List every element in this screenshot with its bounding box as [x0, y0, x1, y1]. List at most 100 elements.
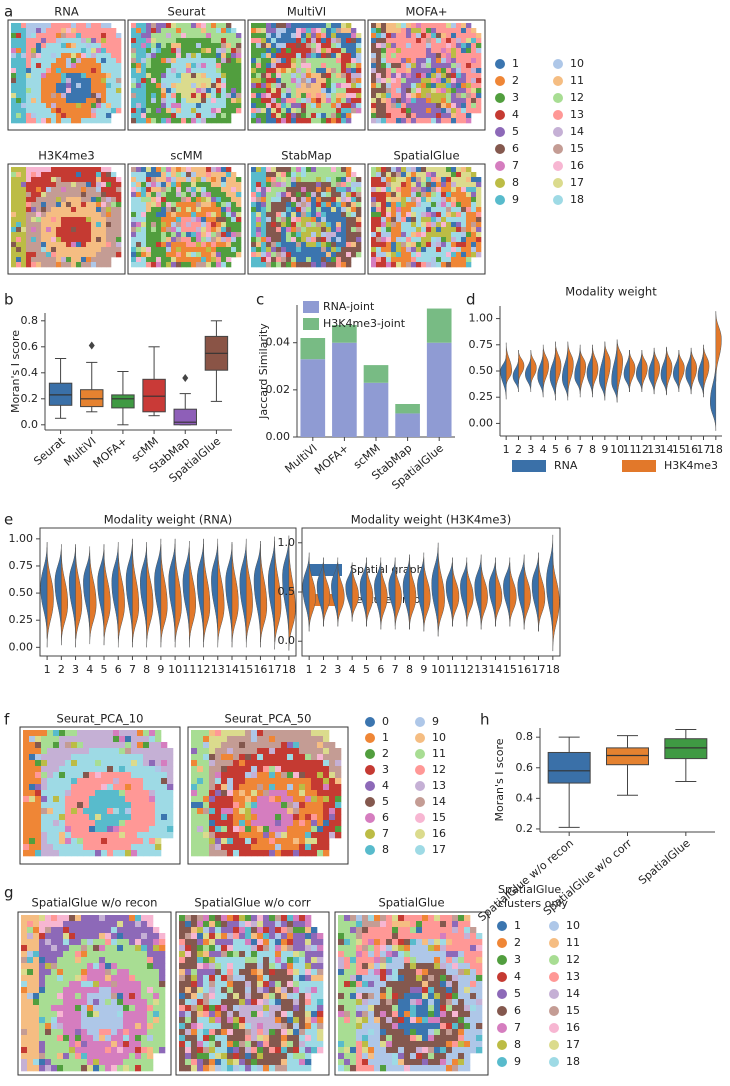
map-pixel — [36, 187, 42, 193]
map-pixel — [125, 730, 132, 737]
map-pixel — [131, 766, 138, 773]
map-pixel — [431, 73, 437, 79]
map-pixel — [76, 167, 82, 173]
map-pixel — [311, 118, 317, 124]
map-pixel — [261, 252, 267, 258]
map-pixel — [181, 177, 187, 183]
map-pixel — [95, 778, 102, 785]
map-pixel — [441, 172, 447, 178]
map-pixel — [376, 182, 382, 188]
map-pixel — [31, 43, 37, 49]
map-pixel — [271, 222, 277, 228]
map-pixel — [156, 202, 162, 208]
map-pixel — [35, 748, 42, 755]
map-pixel — [69, 981, 76, 988]
map-pixel — [461, 257, 467, 263]
map-pixel — [276, 58, 282, 64]
map-pixel — [321, 33, 327, 39]
map-pixel — [76, 58, 82, 64]
map-pixel — [386, 172, 392, 178]
map-pixel — [305, 772, 312, 779]
map-pixel — [137, 832, 144, 839]
map-pixel — [336, 257, 342, 263]
map-pixel — [411, 38, 417, 44]
map-pixel — [281, 778, 288, 785]
map-pixel — [81, 187, 87, 193]
map-pixel — [21, 915, 28, 922]
map-pixel — [91, 68, 97, 74]
map-pixel — [197, 796, 204, 803]
map-pixel — [341, 222, 347, 228]
map-pixel — [371, 212, 377, 218]
map-pixel — [51, 88, 57, 94]
map-pixel — [76, 247, 82, 253]
map-pixel — [391, 232, 397, 238]
map-pixel — [27, 987, 34, 994]
map-pixel — [161, 222, 167, 228]
map-pixel — [221, 197, 227, 203]
map-pixel — [101, 197, 107, 203]
map-pixel — [29, 760, 36, 767]
map-pixel — [316, 88, 322, 94]
map-pixel — [317, 790, 324, 797]
map-pixel — [466, 172, 472, 178]
map-pixel — [81, 48, 87, 54]
map-pixel — [11, 113, 17, 119]
map-pixel — [476, 43, 482, 49]
map-pixel — [106, 63, 112, 69]
map-pixel — [146, 68, 152, 74]
map-pixel — [156, 33, 162, 39]
map-pixel — [271, 197, 277, 203]
map-pixel — [186, 113, 192, 119]
map-pixel — [476, 93, 482, 99]
map-pixel — [286, 98, 292, 104]
map-pixel — [96, 182, 102, 188]
map-pixel — [256, 113, 262, 119]
map-pixel — [57, 1065, 64, 1072]
map-pixel — [215, 808, 222, 815]
map-pixel — [323, 736, 330, 743]
map-pixel — [161, 217, 167, 223]
map-pixel — [161, 187, 167, 193]
map-pixel — [431, 212, 437, 218]
map-pixel — [351, 172, 357, 178]
map-pixel — [131, 68, 137, 74]
map-pixel — [406, 98, 412, 104]
map-pixel — [131, 754, 138, 761]
map-pixel — [166, 232, 172, 238]
map-pixel — [176, 222, 182, 228]
map-pixel — [69, 999, 76, 1006]
map-pixel — [36, 262, 42, 268]
map-pixel — [406, 242, 412, 248]
map-pixel — [71, 212, 77, 218]
map-pixel — [269, 754, 276, 761]
map-pixel — [16, 78, 22, 84]
map-pixel — [296, 108, 302, 114]
map-pixel — [326, 227, 332, 233]
map-pixel — [131, 730, 138, 737]
map-pixel — [326, 93, 332, 99]
map-pixel — [77, 814, 84, 821]
map-pixel — [293, 742, 300, 749]
map-pixel — [396, 33, 402, 39]
map-pixel — [86, 167, 92, 173]
map-pixel — [281, 748, 288, 755]
map-pixel — [346, 113, 352, 119]
map-pixel — [141, 242, 147, 248]
map-pixel — [466, 257, 472, 263]
map-pixel — [206, 167, 212, 173]
map-pixel — [426, 53, 432, 59]
map-pixel — [66, 182, 72, 188]
map-pixel — [141, 93, 147, 99]
map-pixel — [119, 772, 126, 779]
map-pixel — [401, 262, 407, 268]
map-pixel — [416, 88, 422, 94]
map-pixel — [211, 217, 217, 223]
map-pixel — [91, 93, 97, 99]
map-pixel — [136, 43, 142, 49]
map-pixel — [81, 172, 87, 178]
map-pixel — [221, 167, 227, 173]
map-pixel — [86, 242, 92, 248]
map-pixel — [116, 103, 122, 109]
map-pixel — [261, 38, 267, 44]
